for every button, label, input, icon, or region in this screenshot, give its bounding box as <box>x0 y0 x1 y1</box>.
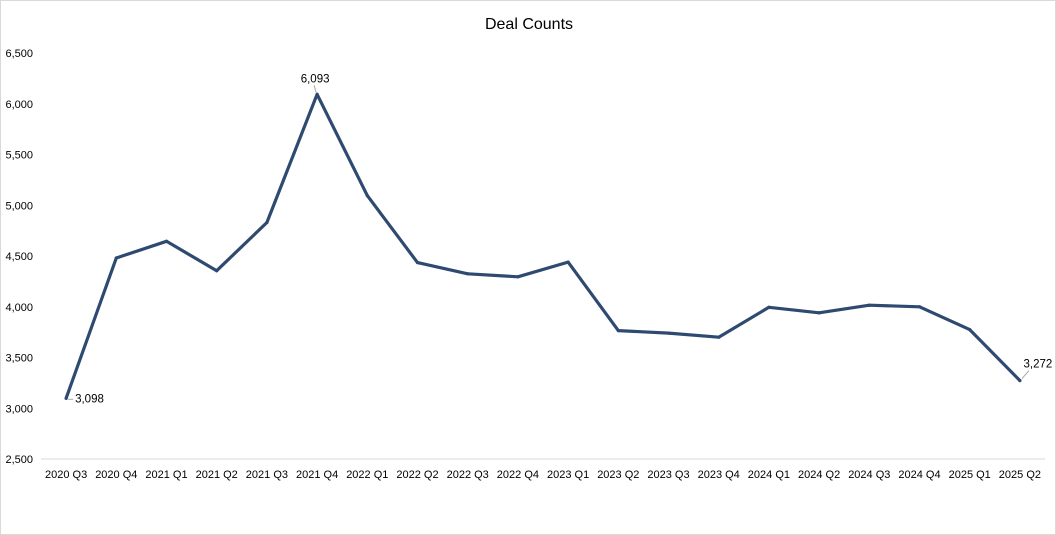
data-point <box>516 275 520 279</box>
x-tick-label: 2021 Q2 <box>196 469 238 481</box>
data-point <box>215 269 219 273</box>
x-tick-label: 2020 Q3 <box>45 469 87 481</box>
data-label-leader <box>1021 370 1030 379</box>
data-point <box>164 239 169 243</box>
x-tick-label: 2022 Q3 <box>447 469 489 481</box>
x-tick-label: 2022 Q4 <box>497 469 539 481</box>
y-tick-label: 3,000 <box>5 403 33 415</box>
data-point <box>566 260 570 264</box>
y-tick-label: 6,500 <box>5 48 33 60</box>
y-tick-label: 5,500 <box>5 150 33 162</box>
data-label: 3,272 <box>1024 359 1053 371</box>
y-axis: 2,500 3,000 3,500 4,000 4,500 5,000 5,500 6,000… <box>5 48 33 466</box>
y-tick-label: 2,500 <box>5 454 33 466</box>
x-axis: 2020 Q3 2020 Q4 2021 Q1 2021 Q2 2021 Q3 2021 … <box>41 458 1045 481</box>
y-tick-label: 5,000 <box>5 200 33 212</box>
x-tick-label: 2025 Q1 <box>949 469 991 481</box>
x-tick-label: 2022 Q1 <box>346 469 388 481</box>
data-point <box>265 220 269 225</box>
data-point <box>365 194 369 198</box>
chart-title: Deal Counts <box>485 16 573 33</box>
data-point <box>1018 379 1022 383</box>
x-tick-label: 2022 Q2 <box>396 469 438 481</box>
series-line <box>64 92 1022 400</box>
x-tick-label: 2024 Q4 <box>898 469 940 481</box>
x-tick-label: 2024 Q1 <box>748 469 790 481</box>
data-label: 3,098 <box>75 393 104 405</box>
data-labels: 3,098 6,093 3,272 <box>68 73 1052 405</box>
x-tick-label: 2024 Q3 <box>848 469 890 481</box>
data-point <box>466 272 470 276</box>
data-point <box>717 335 721 339</box>
data-label: 6,093 <box>301 73 330 85</box>
x-tick-label: 2021 Q1 <box>145 469 187 481</box>
data-point <box>666 331 671 335</box>
x-tick-label: 2021 Q3 <box>246 469 288 481</box>
y-tick-label: 4,000 <box>5 302 33 314</box>
x-tick-label: 2024 Q2 <box>798 469 840 481</box>
y-tick-label: 6,000 <box>5 99 33 111</box>
y-tick-label: 3,500 <box>5 353 33 365</box>
data-label-leader <box>313 85 317 93</box>
x-tick-label: 2023 Q4 <box>698 469 740 481</box>
x-tick-label: 2025 Q2 <box>999 469 1041 481</box>
data-point <box>415 260 420 265</box>
data-point <box>968 327 972 332</box>
data-point <box>64 396 68 400</box>
data-point <box>315 92 319 96</box>
y-tick-label: 4,500 <box>5 251 33 263</box>
data-point <box>867 303 871 307</box>
data-point <box>817 311 821 315</box>
x-tick-label: 2021 Q4 <box>296 469 338 481</box>
data-point <box>917 305 922 309</box>
x-tick-label: 2023 Q2 <box>597 469 639 481</box>
data-point <box>616 329 620 333</box>
x-tick-label: 2020 Q4 <box>95 469 137 481</box>
x-tick-label: 2023 Q1 <box>547 469 589 481</box>
series-layer <box>64 92 1022 400</box>
data-point <box>767 305 771 309</box>
x-tick-label: 2023 Q3 <box>647 469 689 481</box>
data-point <box>114 256 118 260</box>
